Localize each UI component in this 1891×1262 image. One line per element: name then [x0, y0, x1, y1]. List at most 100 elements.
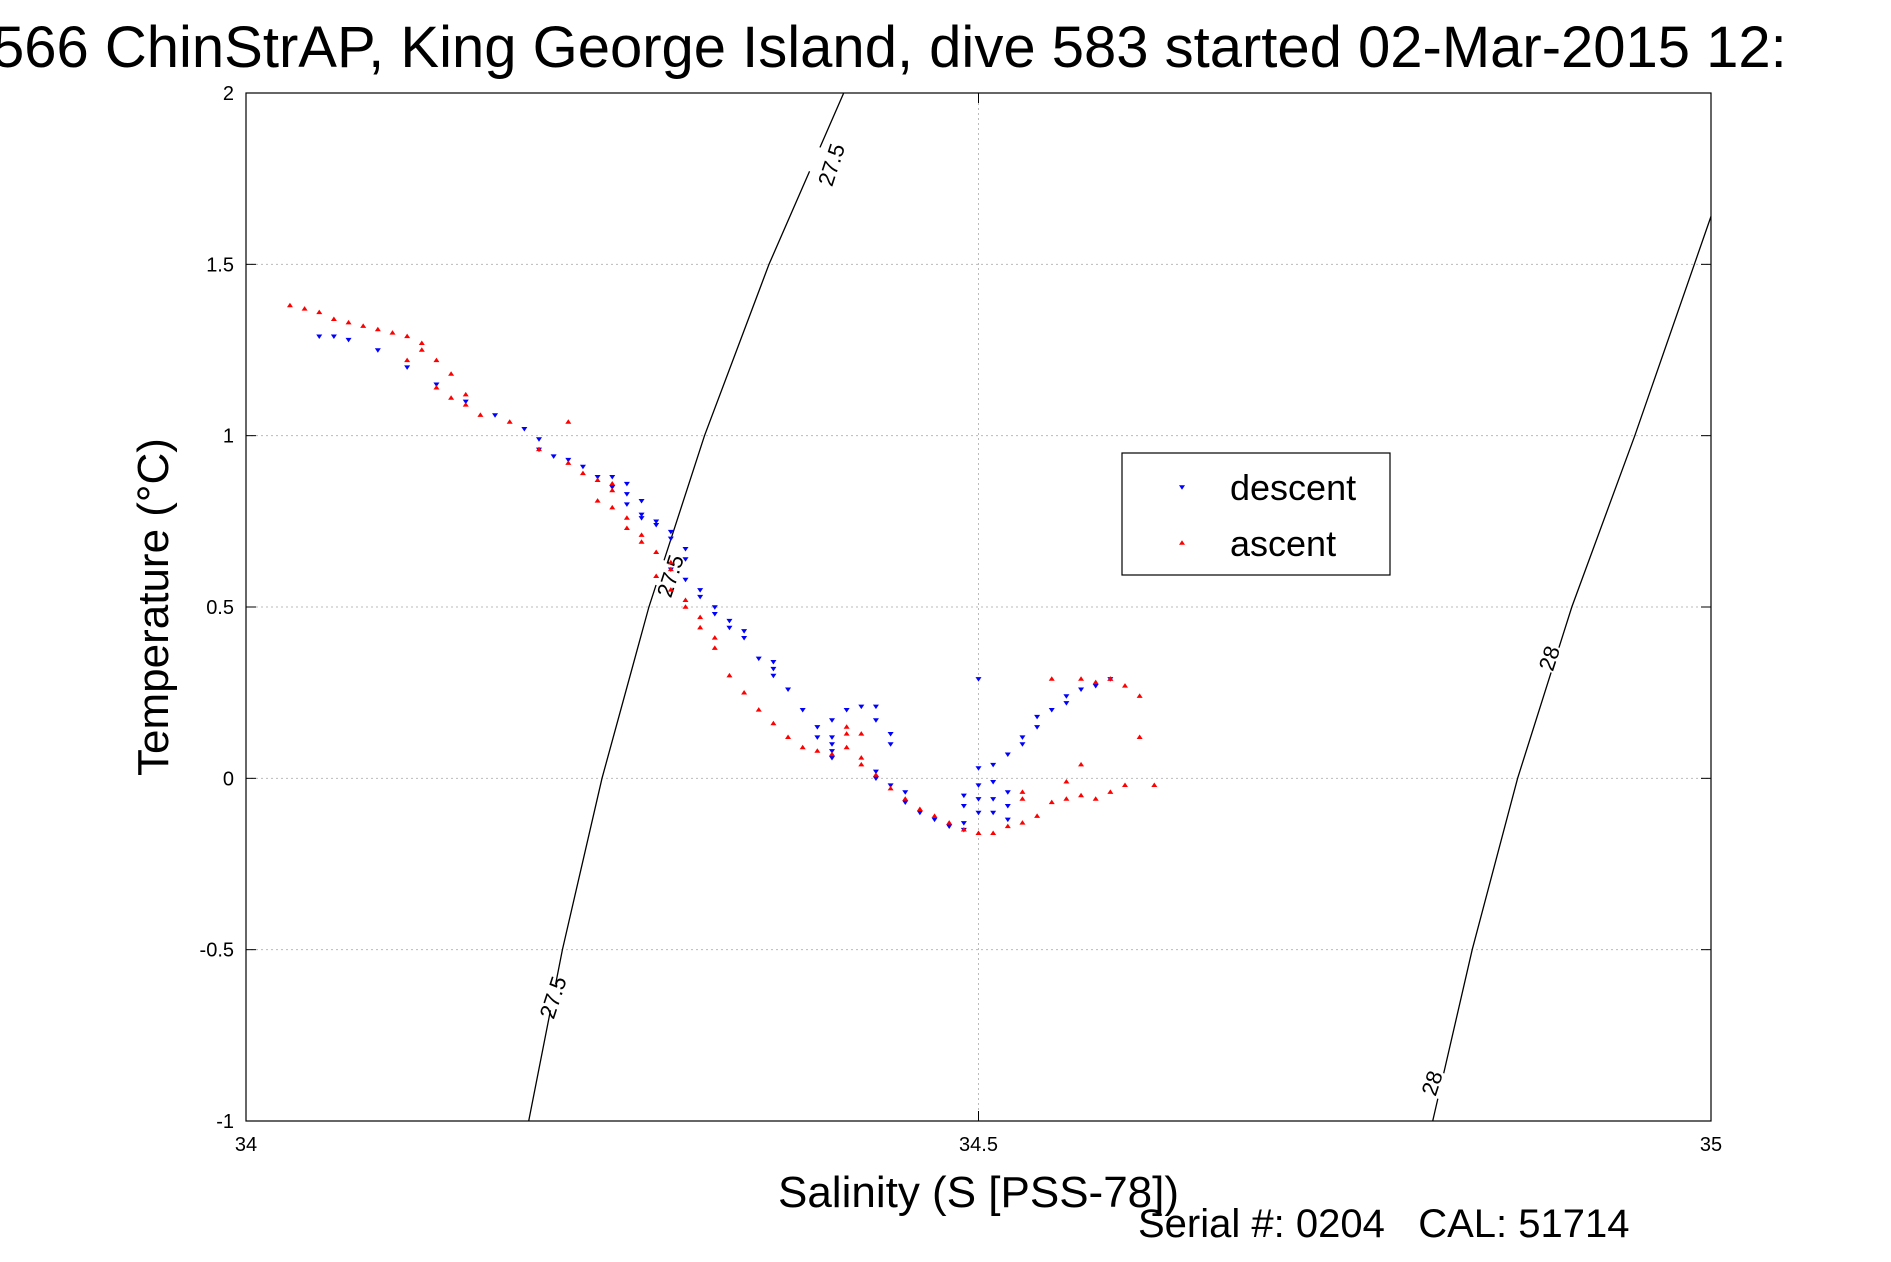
- y-tick-label: 0: [223, 768, 234, 790]
- point-descent: [726, 625, 733, 631]
- point-ascent: [946, 820, 953, 825]
- point-descent: [1004, 803, 1011, 809]
- point-descent: [829, 718, 835, 723]
- point-descent: [638, 498, 645, 504]
- point-descent: [726, 618, 733, 624]
- contour-label-bg: [1400, 1061, 1466, 1105]
- y-tick-label: -1: [216, 1111, 234, 1133]
- point-ascent: [623, 515, 630, 520]
- point-ascent: [1078, 676, 1085, 681]
- point-ascent: [858, 755, 865, 760]
- point-descent: [872, 769, 879, 775]
- point-ascent: [462, 391, 469, 397]
- y-tick-label: 1: [223, 426, 234, 448]
- point-ascent: [755, 707, 762, 712]
- point-descent: [872, 718, 879, 723]
- point-ascent: [1122, 683, 1128, 688]
- point-descent: [887, 742, 894, 747]
- serial-footer: Serial #: 0204 CAL: 51714: [1138, 1202, 1630, 1247]
- x-axis-label: Salinity (S [PSS-78]): [778, 1168, 1179, 1217]
- point-ascent: [609, 487, 616, 493]
- point-ascent: [609, 480, 616, 486]
- point-ascent: [887, 785, 894, 791]
- y-tick-label: -0.5: [200, 940, 234, 962]
- point-descent: [594, 474, 601, 480]
- x-tick-label: 35: [1700, 1134, 1722, 1156]
- point-ascent: [448, 371, 455, 376]
- point-ascent: [286, 302, 293, 308]
- point-ascent: [418, 347, 425, 352]
- point-descent: [785, 687, 792, 692]
- point-ascent: [1078, 792, 1085, 798]
- point-ascent: [594, 498, 601, 503]
- legend-box: [1121, 452, 1391, 576]
- point-ascent: [872, 772, 879, 777]
- point-descent: [975, 810, 982, 816]
- point-descent: [1048, 708, 1055, 713]
- contour-line: [528, 92, 845, 1122]
- point-descent: [623, 481, 630, 487]
- point-ascent: [404, 357, 411, 363]
- point-descent: [770, 673, 777, 679]
- point-ascent: [975, 830, 982, 835]
- point-descent: [990, 810, 997, 816]
- point-descent: [623, 492, 630, 497]
- point-descent: [1078, 687, 1085, 692]
- point-ascent: [1063, 796, 1070, 801]
- point-ascent: [858, 761, 865, 767]
- contour-label-bg: [638, 554, 704, 598]
- point-descent: [990, 797, 997, 802]
- point-descent: [843, 708, 850, 713]
- point-ascent: [448, 395, 455, 400]
- point-descent: [711, 612, 718, 617]
- point-descent: [872, 704, 879, 710]
- point-ascent: [667, 587, 674, 592]
- x-tick-label: 34.5: [959, 1134, 998, 1156]
- contour-label-bg: [521, 976, 587, 1020]
- point-descent: [374, 348, 381, 353]
- point-descent: [1034, 714, 1041, 720]
- point-descent: [829, 742, 835, 747]
- point-descent: [345, 337, 352, 343]
- point-descent: [492, 413, 499, 418]
- data-points: [286, 302, 1158, 835]
- point-ascent: [990, 830, 997, 835]
- point-descent: [1019, 735, 1026, 740]
- point-ascent: [1107, 676, 1114, 681]
- serial-label: Serial #:: [1138, 1202, 1285, 1246]
- x-tick-label: 34: [235, 1134, 257, 1156]
- point-descent: [404, 365, 411, 370]
- point-descent: [960, 793, 967, 799]
- point-descent: [741, 636, 748, 641]
- point-descent: [609, 485, 616, 490]
- point-descent: [1034, 725, 1041, 730]
- point-descent: [316, 334, 323, 339]
- point-descent: [1004, 752, 1011, 758]
- point-ascent: [814, 748, 821, 753]
- point-descent: [902, 800, 909, 806]
- point-ascent: [404, 333, 411, 339]
- point-ascent: [1048, 799, 1055, 805]
- point-ascent: [360, 323, 367, 328]
- point-descent: [916, 810, 923, 816]
- point-ascent: [433, 357, 440, 363]
- point-descent: [565, 457, 572, 463]
- point-descent: [609, 474, 616, 480]
- point-descent: [623, 502, 630, 507]
- point-ascent: [1019, 796, 1026, 801]
- point-descent: [1063, 694, 1070, 699]
- point-ascent: [623, 525, 630, 530]
- point-ascent: [667, 559, 674, 565]
- point-ascent: [1019, 789, 1026, 794]
- legend: descent ascent: [1121, 452, 1391, 576]
- point-descent: [433, 382, 440, 387]
- point-ascent: [477, 412, 484, 417]
- point-descent: [858, 704, 865, 710]
- point-ascent: [536, 446, 542, 452]
- point-ascent: [770, 720, 777, 726]
- point-ascent: [711, 645, 718, 650]
- point-ascent: [330, 316, 337, 321]
- point-ascent: [506, 419, 513, 424]
- point-ascent: [858, 731, 865, 736]
